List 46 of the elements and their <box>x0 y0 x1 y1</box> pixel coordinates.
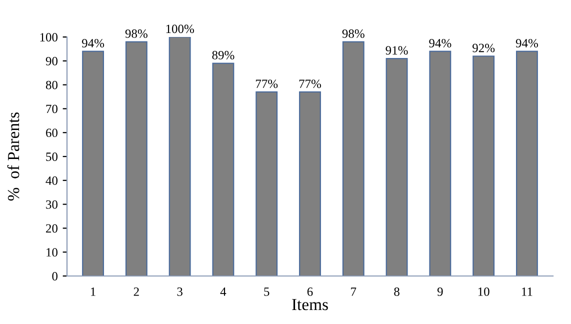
data-label: 77% <box>256 80 278 88</box>
x-tick-label: 8 <box>394 287 400 296</box>
data-label: 94% <box>82 38 104 48</box>
y-tick-label: 0 <box>52 272 58 280</box>
x-tick-label: 2 <box>134 288 139 296</box>
y-tick-label: 100 <box>40 33 58 42</box>
x-tick-label: 9 <box>437 288 443 296</box>
x-tick-label: 6 <box>307 288 313 296</box>
data-label: 89% <box>212 50 234 60</box>
x-tick-label: 3 <box>177 288 182 296</box>
bar <box>516 50 538 276</box>
data-label: 77% <box>299 80 322 88</box>
bar <box>212 62 234 276</box>
data-label: 98% <box>342 29 364 38</box>
x-tick-label: 4 <box>220 288 226 296</box>
data-label: 91% <box>386 46 408 55</box>
data-label: 98% <box>125 29 148 38</box>
bar <box>299 91 321 276</box>
y-tick-label: 60 <box>46 128 58 138</box>
bar <box>342 41 364 276</box>
y-tick-label: 80 <box>46 80 58 90</box>
y-tick-label: 70 <box>46 104 58 114</box>
x-tick-label: 1 <box>91 288 96 296</box>
bar <box>168 37 191 276</box>
bar <box>472 56 495 276</box>
y-tick-label: 50 <box>46 152 58 161</box>
y-tick-label: 20 <box>46 224 58 233</box>
bar <box>256 91 278 276</box>
x-axis-title: Items <box>292 299 328 310</box>
y-tick-label: 40 <box>46 176 58 185</box>
y-tick-label: 30 <box>46 200 58 209</box>
x-tick-label: 11 <box>522 288 532 296</box>
bar <box>386 58 408 276</box>
data-label: 100% <box>166 24 194 34</box>
x-tick-label: 10 <box>478 287 490 296</box>
data-label: 94% <box>429 38 452 48</box>
x-tick-label: 5 <box>264 288 270 296</box>
bar <box>429 50 452 276</box>
data-label: 92% <box>472 44 495 52</box>
y-tick-label: 10 <box>46 248 58 257</box>
y-tick-label: 90 <box>46 56 58 66</box>
data-label: 94% <box>516 38 538 48</box>
bar <box>82 50 104 276</box>
x-tick-label: 7 <box>351 288 356 296</box>
bar <box>125 41 148 276</box>
y-axis-title: % of Parents <box>7 112 20 201</box>
